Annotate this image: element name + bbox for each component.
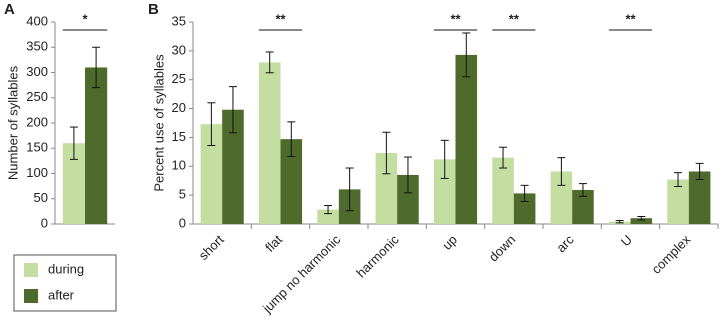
bar	[375, 153, 398, 224]
y-tick-label: 5	[179, 187, 186, 202]
bar	[630, 218, 653, 224]
legend-swatch	[24, 289, 38, 303]
y-tick-label: 350	[26, 39, 48, 54]
y-tick-label: 150	[26, 140, 48, 155]
bar	[572, 189, 594, 224]
y-tick-label: 20	[172, 100, 186, 115]
error-bar	[462, 32, 471, 78]
error-bar	[637, 215, 646, 221]
bar	[222, 109, 244, 224]
significance-label: **	[509, 11, 520, 26]
x-tick-label: arc	[553, 232, 577, 256]
error-bar	[287, 121, 296, 157]
y-tick-label: 0	[179, 215, 186, 230]
y-axis-title: Number of syllables	[5, 65, 20, 180]
bar	[667, 179, 689, 224]
x-tick-label: short	[196, 232, 227, 263]
y-tick-label: 25	[172, 71, 186, 86]
error-bar	[345, 167, 354, 212]
y-tick-label: 300	[26, 64, 48, 79]
error-bar	[69, 126, 78, 160]
y-tick-label: 30	[172, 42, 186, 57]
x-tick-label: up	[439, 232, 460, 253]
error-bar	[674, 172, 683, 187]
bar	[688, 171, 711, 224]
error-bar	[92, 46, 101, 89]
error-bar	[520, 184, 529, 202]
x-tick-label: down	[486, 232, 519, 265]
error-bar	[557, 157, 566, 186]
significance-label: **	[275, 11, 286, 26]
x-tick-label: flat	[262, 232, 285, 255]
significance-label: **	[625, 11, 636, 26]
panel-label: A	[4, 1, 15, 18]
x-tick-label: complex	[649, 232, 694, 277]
error-bar	[440, 139, 449, 179]
bar	[85, 67, 108, 224]
significance-label: **	[450, 11, 461, 26]
error-bar	[265, 51, 274, 74]
error-bar	[382, 131, 391, 175]
y-axis-title: Percent use of syllables	[151, 54, 166, 192]
legend-label: during	[48, 261, 84, 276]
legend-swatch	[24, 263, 38, 277]
bar	[62, 143, 85, 224]
x-tick-label: harmonic	[353, 232, 402, 281]
error-bar	[695, 162, 704, 181]
y-tick-label: 15	[172, 129, 186, 144]
error-bar	[207, 102, 216, 147]
error-bar	[578, 183, 587, 197]
y-tick-label: 200	[26, 114, 48, 129]
bar	[455, 54, 478, 225]
y-tick-label: 100	[26, 165, 48, 180]
error-bar	[324, 205, 333, 215]
y-tick-label: 400	[26, 13, 48, 28]
bar	[550, 171, 573, 224]
error-bar	[403, 156, 412, 194]
y-tick-label: 35	[172, 13, 186, 28]
bar	[492, 157, 514, 224]
error-bar	[499, 146, 508, 169]
significance-label: *	[82, 11, 88, 26]
y-tick-label: 50	[34, 190, 48, 205]
legend-label: after	[48, 287, 75, 302]
bar	[200, 124, 223, 224]
panel-label: B	[148, 1, 159, 18]
bar	[317, 209, 339, 224]
y-tick-label: 10	[172, 158, 186, 173]
bar	[433, 159, 456, 224]
bar	[258, 62, 281, 225]
y-tick-label: 0	[41, 215, 48, 230]
error-bar	[228, 86, 237, 134]
error-bar	[615, 220, 624, 224]
bar	[397, 174, 419, 224]
bar	[513, 193, 536, 224]
bar	[280, 139, 303, 224]
y-tick-label: 250	[26, 89, 48, 104]
x-tick-label: U	[618, 232, 635, 249]
